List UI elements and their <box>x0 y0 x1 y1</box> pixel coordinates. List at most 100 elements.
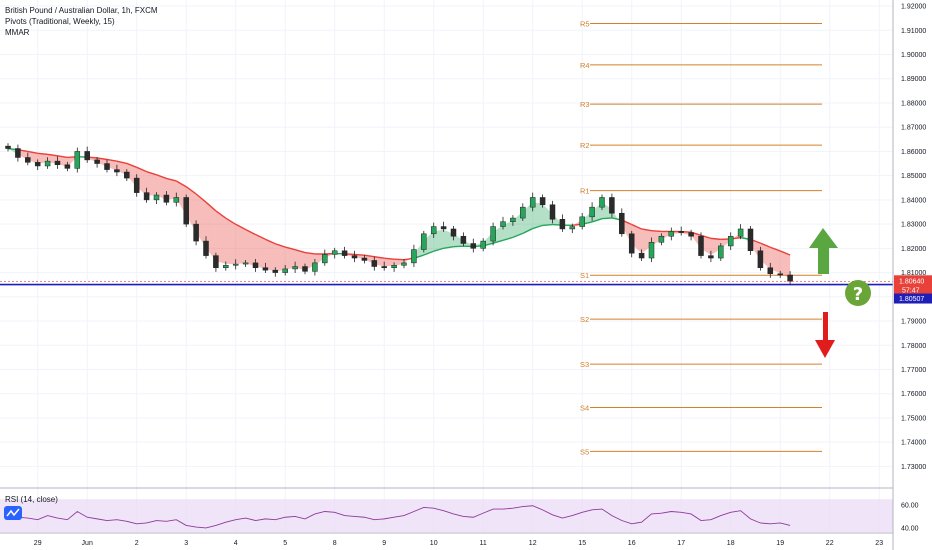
ribbon-slow-line <box>27 150 38 155</box>
ribbon-segment <box>27 151 38 164</box>
candle-body <box>64 164 71 169</box>
ribbon-slow-line <box>205 201 217 212</box>
time-tick-label: 4 <box>234 540 238 547</box>
candle-body <box>411 249 417 264</box>
candle-body <box>668 231 675 237</box>
support-horizontal-line <box>0 280 893 286</box>
candle-body <box>450 228 457 237</box>
price-tick-label: 1.90000 <box>901 52 926 59</box>
pivot-label-s3: S3 <box>580 360 589 369</box>
ribbon-segment <box>245 229 256 267</box>
candle-body <box>648 242 655 259</box>
price-tick-label: 1.85000 <box>901 173 926 180</box>
price-tick-label: 1.79000 <box>901 319 926 326</box>
candle-body <box>698 235 704 256</box>
rsi-line <box>7 505 791 529</box>
ribbon-slow-line <box>235 223 246 231</box>
price-axis: 1.92000 1.91000 1.90000 1.89000 1.88000 1.870… <box>892 0 932 550</box>
mmar-indicator-label[interactable]: MMAR <box>5 28 30 37</box>
candle-body <box>282 268 288 273</box>
ribbon-slow-line <box>651 230 662 233</box>
ribbon-slow-line <box>770 246 781 252</box>
ribbon-slow-line <box>631 223 642 230</box>
candle-body <box>262 267 269 271</box>
rsi-band <box>0 499 893 532</box>
candle-body <box>114 169 120 173</box>
price-tick-label: 1.84000 <box>901 197 926 204</box>
candle-body <box>638 252 645 259</box>
candle-body <box>193 223 199 242</box>
candle-body <box>688 232 694 237</box>
price-tick-label: 1.81000 <box>901 270 926 277</box>
ribbon-slow-line <box>255 233 266 240</box>
symbol-title[interactable]: British Pound / Australian Dollar, 1h, F… <box>5 6 158 15</box>
candle-body <box>74 151 81 169</box>
candle-body <box>104 163 110 170</box>
time-tick-label: 16 <box>628 540 636 547</box>
ribbon-segment <box>156 174 167 200</box>
question-glyph: ? <box>853 284 863 305</box>
current-price-badge <box>894 275 932 296</box>
candle-body <box>252 262 259 268</box>
candle-body <box>34 162 41 167</box>
candle-body <box>351 255 358 259</box>
candle-body <box>25 157 31 163</box>
pivot-label-r4: R4 <box>580 61 590 70</box>
arrow-down-shaft <box>823 312 828 342</box>
candle-body <box>520 206 526 219</box>
ribbon-slow-line <box>215 210 227 219</box>
candle-body <box>718 245 724 259</box>
ribbon-slow-line <box>146 170 157 176</box>
candle-body <box>708 255 714 259</box>
ribbon-slow-line <box>116 160 127 165</box>
ribbon-segment <box>67 156 78 167</box>
candle-body <box>421 233 427 250</box>
candle-body <box>430 226 437 235</box>
time-tick-label: 17 <box>677 540 685 547</box>
tradingview-logo-icon <box>4 506 22 520</box>
ribbon-slow-line <box>96 157 108 161</box>
ribbon-segment <box>146 171 157 196</box>
time-tick-label: 11 <box>480 540 487 547</box>
ribbon-slow-line <box>384 257 395 260</box>
pivot-label-s2: S2 <box>580 315 589 324</box>
ribbon-slow-line <box>512 232 524 239</box>
ribbon-slow-line <box>37 152 48 156</box>
candle-body <box>391 265 397 268</box>
candle-body <box>331 250 338 255</box>
ribbon-slow-line <box>47 153 58 157</box>
candle-body <box>579 216 585 227</box>
current-price-value: 1.80640 <box>899 278 924 285</box>
candle-body <box>213 255 219 268</box>
price-tick-label: 1.83000 <box>901 222 926 229</box>
candle-body <box>609 197 615 214</box>
ribbon-segment <box>760 243 771 270</box>
price-tick-label: 1.87000 <box>901 125 926 132</box>
time-axis: 29 Jun 2 3 4 5 8 9 10 11 12 15 16 17 18 19 22 23 <box>0 532 893 547</box>
ribbon-slow-line <box>710 237 721 241</box>
price-axis-bg <box>893 0 932 550</box>
ribbon-slow-line <box>374 256 385 259</box>
candle-body <box>272 269 279 273</box>
pivot-label-r5: R5 <box>580 20 590 29</box>
candle-body <box>589 206 595 218</box>
ribbon-slow-line <box>492 239 504 244</box>
ribbon-slow-line <box>195 193 207 203</box>
candle-body <box>599 197 605 208</box>
time-tick-label: 5 <box>283 540 287 547</box>
rsi-legend[interactable]: RSI (14, close) <box>5 495 58 504</box>
ribbon-segment <box>285 247 296 270</box>
ribbon-slow-line <box>285 246 296 251</box>
candle-body <box>312 262 318 272</box>
candle-body <box>143 192 150 201</box>
price-tick-label: 1.88000 <box>901 100 926 107</box>
ribbon-slow-line <box>601 217 612 220</box>
pivots-indicator-label[interactable]: Pivots (Traditional, Weekly, 15) <box>5 17 115 26</box>
candle-body <box>628 233 635 254</box>
arrow-down-head <box>815 340 835 358</box>
price-tick-label: 1.82000 <box>901 246 926 253</box>
mmar-ribbon <box>7 147 791 279</box>
ribbon-segment <box>710 238 721 255</box>
candle-body <box>401 262 407 266</box>
